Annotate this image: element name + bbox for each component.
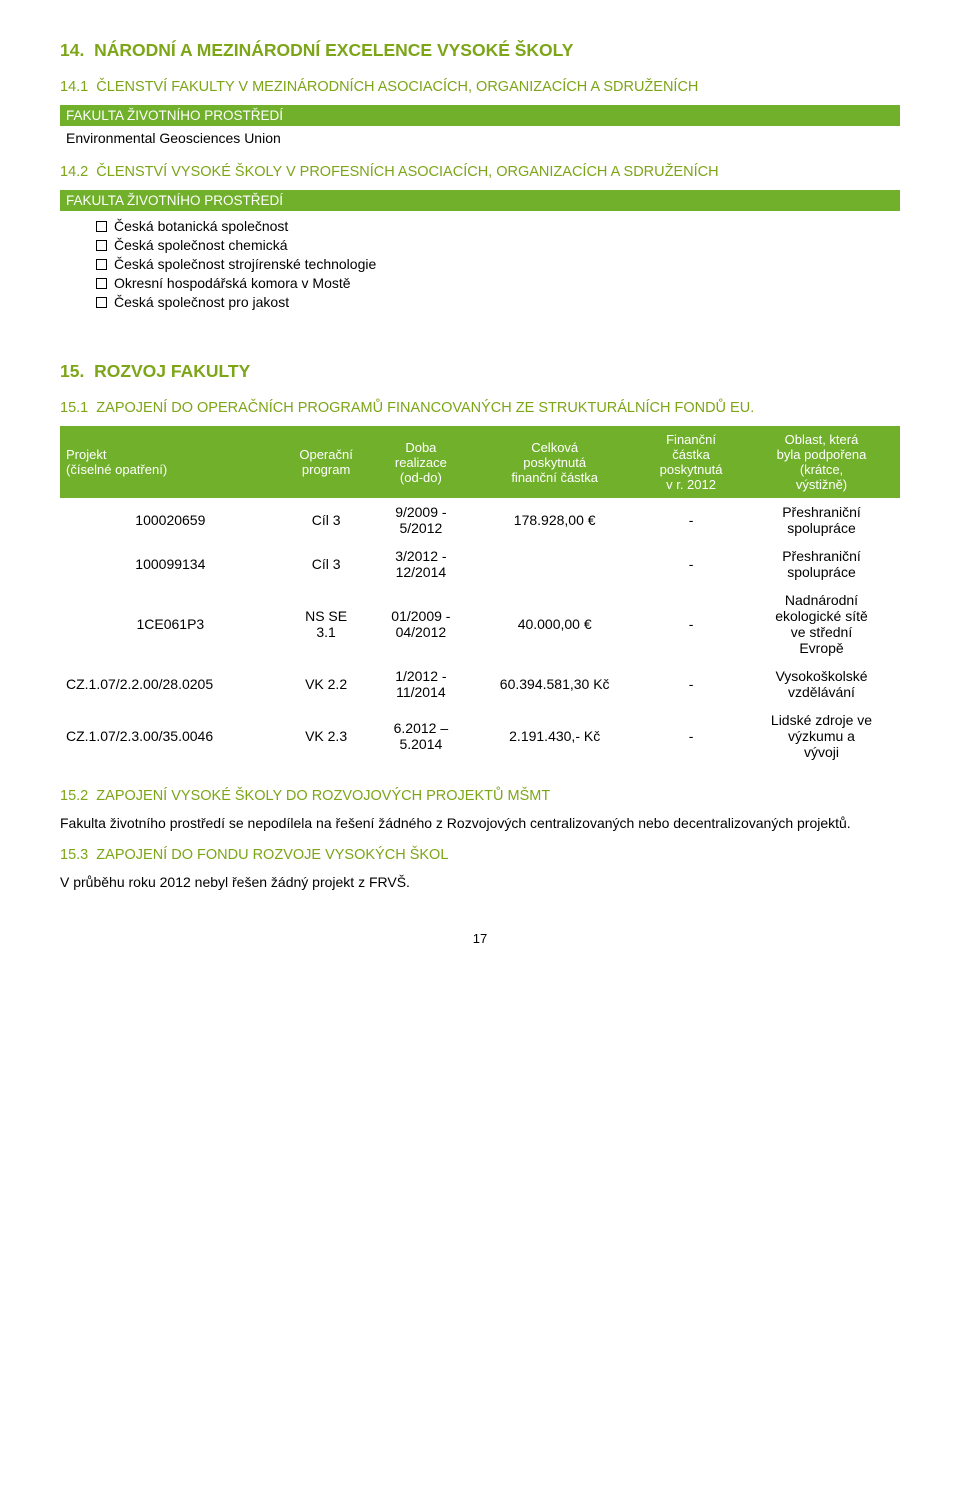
cell: - <box>639 586 743 662</box>
cell: Vysokoškolské vzdělávání <box>743 662 900 706</box>
cell: 60.394.581,30 Kč <box>470 662 639 706</box>
cell: - <box>639 542 743 586</box>
col-program: Operační program <box>281 426 372 498</box>
table-row: CZ.1.07/2.2.00/28.0205 VK 2.2 1/2012 - 1… <box>60 662 900 706</box>
section-15-2-heading: 15.2 ZAPOJENÍ VYSOKÉ ŠKOLY DO ROZVOJOVÝC… <box>60 788 900 804</box>
table-14-2: FAKULTA ŽIVOTNÍHO PROSTŘEDÍ Česká botani… <box>60 190 900 321</box>
cell: NS SE 3.1 <box>281 586 372 662</box>
section-15-3-heading: 15.3 ZAPOJENÍ DO FONDU ROZVOJE VYSOKÝCH … <box>60 847 900 863</box>
col-oblast: Oblast, která byla podpořena (krátce, vý… <box>743 426 900 498</box>
section-15-3-para: V průběhu roku 2012 nebyl řešen žádný pr… <box>60 873 900 891</box>
cell: VK 2.2 <box>281 662 372 706</box>
cell: - <box>639 662 743 706</box>
list-item: Okresní hospodářská komora v Mostě <box>96 274 894 293</box>
cell: Přeshraniční spolupráce <box>743 498 900 542</box>
list-item: Česká společnost pro jakost <box>96 293 894 312</box>
table-row: 100020659 Cíl 3 9/2009 - 5/2012 178.928,… <box>60 498 900 542</box>
table-14-1-row: Environmental Geosciences Union <box>60 126 900 150</box>
section-14-title: NÁRODNÍ A MEZINÁRODNÍ EXCELENCE VYSOKÉ Š… <box>94 40 573 60</box>
section-14-1-heading: 14.1 ČLENSTVÍ FAKULTY V MEZINÁRODNÍCH AS… <box>60 79 900 95</box>
table-row: 100099134 Cíl 3 3/2012 - 12/2014 - Přesh… <box>60 542 900 586</box>
cell: 3/2012 - 12/2014 <box>372 542 471 586</box>
list-item: Česká botanická společnost <box>96 217 894 236</box>
col-financni: Finanční částka poskytnutá v r. 2012 <box>639 426 743 498</box>
section-14-num: 14. <box>60 40 84 60</box>
cell: 100099134 <box>60 542 281 586</box>
table-row: 1CE061P3 NS SE 3.1 01/2009 - 04/2012 40.… <box>60 586 900 662</box>
cell: CZ.1.07/2.3.00/35.0046 <box>60 706 281 766</box>
section-15-2-para: Fakulta životního prostředí se nepodílel… <box>60 814 900 832</box>
section-15-2-num: 15.2 <box>60 788 88 804</box>
table-15-1: Projekt (číselné opatření) Operační prog… <box>60 426 900 766</box>
section-14-2-title: ČLENSTVÍ VYSOKÉ ŠKOLY V PROFESNÍCH ASOCI… <box>96 164 718 180</box>
cell: - <box>639 706 743 766</box>
cell: 2.191.430,- Kč <box>470 706 639 766</box>
table-header-row: Projekt (číselné opatření) Operační prog… <box>60 426 900 498</box>
cell: - <box>639 498 743 542</box>
section-15-1-heading: 15.1 ZAPOJENÍ DO OPERAČNÍCH PROGRAMŮ FIN… <box>60 400 900 416</box>
section-15-2-title: ZAPOJENÍ VYSOKÉ ŠKOLY DO ROZVOJOVÝCH PRO… <box>96 788 550 804</box>
section-15-heading: 15. ROZVOJ FAKULTY <box>60 361 900 382</box>
cell: 100020659 <box>60 498 281 542</box>
cell: 9/2009 - 5/2012 <box>372 498 471 542</box>
table-body: 100020659 Cíl 3 9/2009 - 5/2012 178.928,… <box>60 498 900 766</box>
col-celkova: Celková poskytnutá finanční částka <box>470 426 639 498</box>
table-14-2-cell: Česká botanická společnost Česká společn… <box>60 211 900 321</box>
table-14-1-header: FAKULTA ŽIVOTNÍHO PROSTŘEDÍ <box>60 105 900 126</box>
table-14-1: FAKULTA ŽIVOTNÍHO PROSTŘEDÍ Environmenta… <box>60 105 900 150</box>
section-15-3-num: 15.3 <box>60 847 88 863</box>
cell: 1CE061P3 <box>60 586 281 662</box>
list-item: Česká společnost strojírenské technologi… <box>96 255 894 274</box>
section-14-1-num: 14.1 <box>60 79 88 95</box>
cell: 178.928,00 € <box>470 498 639 542</box>
table-14-2-header: FAKULTA ŽIVOTNÍHO PROSTŘEDÍ <box>60 190 900 211</box>
cell: CZ.1.07/2.2.00/28.0205 <box>60 662 281 706</box>
table-row: CZ.1.07/2.3.00/35.0046 VK 2.3 6.2012 – 5… <box>60 706 900 766</box>
page-number: 17 <box>60 931 900 946</box>
cell: Přeshraniční spolupráce <box>743 542 900 586</box>
section-15-1-num: 15.1 <box>60 400 88 416</box>
col-projekt: Projekt (číselné opatření) <box>60 426 281 498</box>
cell: Cíl 3 <box>281 498 372 542</box>
col-doba: Doba realizace (od-do) <box>372 426 471 498</box>
cell <box>470 542 639 586</box>
section-15-title: ROZVOJ FAKULTY <box>94 361 250 381</box>
cell: Lidské zdroje ve výzkumu a vývoji <box>743 706 900 766</box>
section-15-3-title: ZAPOJENÍ DO FONDU ROZVOJE VYSOKÝCH ŠKOL <box>96 847 448 863</box>
cell: VK 2.3 <box>281 706 372 766</box>
cell: 6.2012 – 5.2014 <box>372 706 471 766</box>
section-14-1-title: ČLENSTVÍ FAKULTY V MEZINÁRODNÍCH ASOCIAC… <box>96 79 698 95</box>
cell: Nadnárodní ekologické sítě ve střední Ev… <box>743 586 900 662</box>
cell: 40.000,00 € <box>470 586 639 662</box>
section-14-2-num: 14.2 <box>60 164 88 180</box>
cell: 01/2009 - 04/2012 <box>372 586 471 662</box>
section-14-2-heading: 14.2 ČLENSTVÍ VYSOKÉ ŠKOLY V PROFESNÍCH … <box>60 164 900 180</box>
cell: 1/2012 - 11/2014 <box>372 662 471 706</box>
list-14-2: Česká botanická společnost Česká společn… <box>66 217 894 311</box>
section-15-num: 15. <box>60 361 84 381</box>
section-15-1-title: ZAPOJENÍ DO OPERAČNÍCH PROGRAMŮ FINANCOV… <box>96 400 754 416</box>
list-item: Česká společnost chemická <box>96 236 894 255</box>
cell: Cíl 3 <box>281 542 372 586</box>
section-14-heading: 14. NÁRODNÍ A MEZINÁRODNÍ EXCELENCE VYSO… <box>60 40 900 61</box>
